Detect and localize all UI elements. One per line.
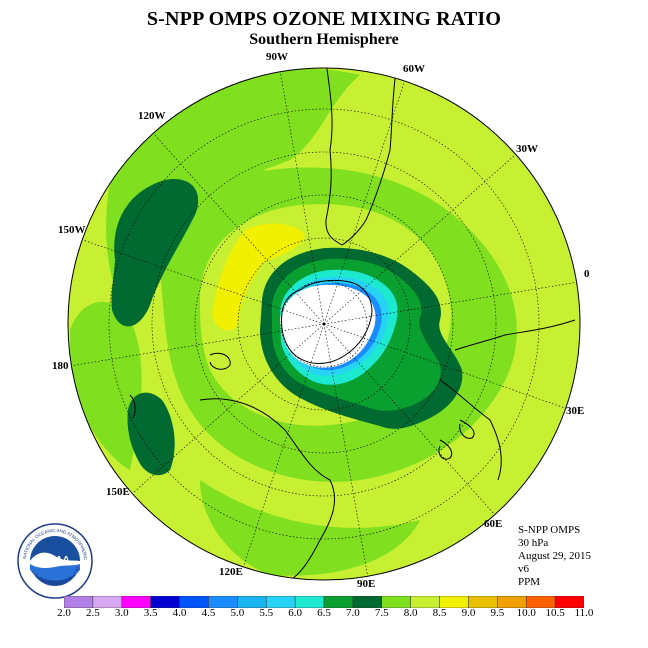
field-7-0-blob-west <box>111 179 199 327</box>
colorbar-tick-label: 10.0 <box>516 607 536 619</box>
info-version: v6 <box>518 563 529 575</box>
latitude-circles <box>108 108 540 540</box>
colorbar-tick-label: 4.0 <box>172 607 187 619</box>
lon-label-30w: 30W <box>516 143 538 155</box>
colorbar-tick-label: 3.0 <box>114 607 129 619</box>
field-7-5-left <box>70 301 142 470</box>
colorbar-tick-label: 7.0 <box>346 607 360 619</box>
colorbar-tick-label: 3.5 <box>143 607 158 619</box>
colorbar-tick-label: 5.5 <box>259 607 274 619</box>
map-title: S-NPP OMPS OZONE MIXING RATIO <box>146 8 502 30</box>
colorbar-tick-label: 7.5 <box>374 607 389 619</box>
info-units: PPM <box>518 576 541 588</box>
lon-label-120w: 120W <box>138 110 166 122</box>
lon-label-60w: 60W <box>403 63 425 75</box>
info-level: 30 hPa <box>518 537 549 549</box>
meridians <box>69 69 579 579</box>
field-7-5-south <box>200 480 420 576</box>
colorbar-tick-label: 9.5 <box>490 607 505 619</box>
coastlines <box>129 68 576 580</box>
colorbar <box>64 596 584 608</box>
colorbar-tick-label: 8.5 <box>432 607 447 619</box>
colorbar-tick-label: 11.0 <box>574 607 594 619</box>
lon-label-120e: 120E <box>219 566 243 578</box>
field-8-5-patch-a <box>212 223 305 331</box>
colorbar-tick-label: 2.5 <box>86 607 100 619</box>
info-date: August 29, 2015 <box>518 550 592 562</box>
noaa-logo-text: NOAA <box>40 555 69 566</box>
colorbar-tick-label: 8.0 <box>403 607 418 619</box>
product-info: S-NPP OMPS 30 hPa August 29, 2015 v6 PPM <box>518 524 591 589</box>
colorbar-labels: 2.0 2.5 3.0 3.5 4.0 4.5 5.0 5.5 6.0 6.5 7.0 7.5 8.0 8… <box>0 607 648 623</box>
field-7-0-blob-southwest <box>127 392 175 476</box>
lon-label-90w: 90W <box>266 51 288 63</box>
colorbar-tick-label: 9.0 <box>461 607 476 619</box>
colorbar-tick-label: 2.0 <box>57 607 71 619</box>
field-7-5-north <box>106 68 360 300</box>
map-border <box>67 67 581 581</box>
south-pole-marker <box>322 322 326 326</box>
map-subtitle: Southern Hemisphere <box>249 31 399 48</box>
lon-label-150w: 150W <box>58 224 86 236</box>
lon-label-60e: 60E <box>484 518 503 530</box>
colorbar-tick-label: 10.5 <box>545 607 565 619</box>
colorbar-tick-label: 4.5 <box>201 607 216 619</box>
pole-no-data <box>280 284 376 368</box>
colorbar-tick-label: 6.5 <box>317 607 331 619</box>
colorbar-tick-label: 6.0 <box>288 607 302 619</box>
lon-label-180: 180 <box>52 360 69 372</box>
noaa-logo: NATIONAL OCEANIC AND ATMOSPHERIC ADMINIS… <box>16 522 93 599</box>
lon-label-90e: 90E <box>357 578 376 590</box>
lon-label-150e: 150E <box>106 486 130 498</box>
colorbar-tick-label: 5.0 <box>230 607 245 619</box>
lon-label-0: 0 <box>584 268 590 280</box>
lon-label-30e: 30E <box>566 405 585 417</box>
colorbar-swatch <box>554 596 584 608</box>
info-instrument: S-NPP OMPS <box>518 524 581 536</box>
